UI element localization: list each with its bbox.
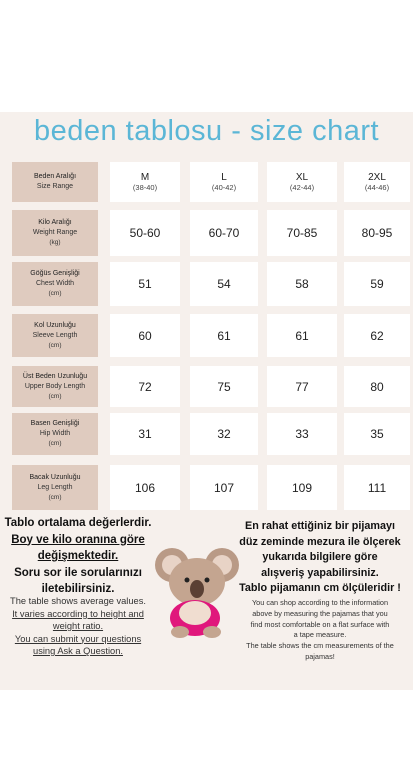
label-line: Kol Uzunluğu xyxy=(34,321,76,329)
label-line: Basen Genişliği xyxy=(30,420,80,427)
value-cell: 61 xyxy=(190,314,258,357)
note-small: pajamas! xyxy=(305,652,335,661)
note-bold: düz zeminde mezura ile ölçerek xyxy=(239,535,401,548)
label-line: (kg) xyxy=(49,239,61,246)
label-line: Kilo Aralığı xyxy=(38,219,72,226)
note-bold: yukarıda bilgilere göre xyxy=(262,551,378,563)
note-bold: Tablo pijamanın cm ölçüleridir ! xyxy=(239,582,401,594)
value-cell: 54 xyxy=(190,262,258,306)
size-range: (44-46) xyxy=(364,183,390,192)
label-line: (cm) xyxy=(48,341,62,349)
value-cell: 61 xyxy=(267,314,337,357)
row-label: Kilo Aralığı Weight Range (kg) xyxy=(12,210,98,256)
row-label: Kol Uzunluğu Sleeve Length (cm) xyxy=(12,314,98,357)
value-cell: 107 xyxy=(190,465,258,510)
label-line: Upper Body Length xyxy=(24,382,86,390)
label-line: Hip Width xyxy=(39,430,71,437)
row-label: Bacak Uzunluğu Leg Length (cm) xyxy=(12,465,98,510)
note-small: find most comfortable on a flat surface … xyxy=(250,619,390,629)
value-cell: 75 xyxy=(190,366,258,407)
size-name: 2XL xyxy=(368,172,386,183)
size-header: M (38-40) xyxy=(110,162,180,202)
size-header: 2XL (44-46) xyxy=(344,162,410,202)
label-line: Sleeve Length xyxy=(32,331,78,339)
size-name: XL xyxy=(295,172,309,183)
value-cell: 106 xyxy=(110,465,180,510)
note-bold: alışveriş yapabilirsiniz. xyxy=(261,566,379,579)
note-bold: Soru sor ile sorularınızı xyxy=(14,566,142,579)
note-bold: değişmektedir. xyxy=(37,550,119,562)
size-header: XL (42-44) xyxy=(267,162,337,202)
label-line: Size Range xyxy=(36,183,74,190)
note-small: You can submit your questions xyxy=(14,633,142,644)
note-small: a tape measure. xyxy=(293,630,347,640)
label-line: Chest Width xyxy=(35,280,75,287)
value-cell: 60-70 xyxy=(190,210,258,256)
note-small: The table shows average values. xyxy=(10,596,146,606)
label-line: Beden Aralığı xyxy=(33,173,77,180)
value-cell: 80-95 xyxy=(344,210,410,256)
value-cell: 35 xyxy=(344,413,410,455)
value-cell: 31 xyxy=(110,413,180,455)
label-line: Üst Beden Uzunluğu xyxy=(22,372,88,380)
row-label: Basen Genişliği Hip Width (cm) xyxy=(12,413,98,455)
label-line: Weight Range xyxy=(32,229,78,236)
value-cell: 109 xyxy=(267,465,337,510)
note-bold: Boy ve kilo oranına göre xyxy=(11,533,145,546)
size-name: M xyxy=(140,172,150,183)
note-small: It varies according to height and xyxy=(12,608,144,619)
value-cell: 111 xyxy=(344,465,410,510)
value-cell: 51 xyxy=(110,262,180,306)
note-small: You can shop according to the informatio… xyxy=(251,598,389,607)
note-small: weight ratio. xyxy=(52,621,104,631)
size-range: (40-42) xyxy=(211,183,237,192)
size-range-label: Beden Aralığı Size Range xyxy=(12,162,98,202)
koala-illustration xyxy=(155,548,239,638)
note-bold: En rahat ettiğiniz bir pijamayı xyxy=(245,520,395,532)
value-cell: 32 xyxy=(190,413,258,455)
label-line: Bacak Uzunluğu xyxy=(29,473,81,481)
value-cell: 59 xyxy=(344,262,410,306)
value-cell: 80 xyxy=(344,366,410,407)
note-small: above by measuring the pajamas that you xyxy=(252,608,388,618)
size-name: L xyxy=(221,172,227,183)
note-small: The table shows the cm measurements of t… xyxy=(246,641,394,651)
title: beden tablosu - size chart xyxy=(33,115,380,147)
size-range: (42-44) xyxy=(289,183,315,192)
value-cell: 62 xyxy=(344,314,410,357)
note-small: using Ask a Question. xyxy=(33,646,123,656)
label-line: (cm) xyxy=(48,392,62,400)
value-cell: 60 xyxy=(110,314,180,357)
label-line: (cm) xyxy=(48,290,62,297)
label-line: Leg Length xyxy=(37,483,73,491)
row-label: Üst Beden Uzunluğu Upper Body Length (cm) xyxy=(12,366,98,407)
label-line: (cm) xyxy=(48,440,62,447)
value-cell: 33 xyxy=(267,413,337,455)
row-label: Göğüs Genişliği Chest Width (cm) xyxy=(12,262,98,306)
value-cell: 72 xyxy=(110,366,180,407)
note-bold: iletebilirsiniz. xyxy=(41,583,115,595)
size-header: L (40-42) xyxy=(190,162,258,202)
value-cell: 50-60 xyxy=(110,210,180,256)
value-cell: 58 xyxy=(267,262,337,306)
label-line: (cm) xyxy=(48,493,62,501)
label-line: Göğüs Genişliği xyxy=(30,270,80,277)
value-cell: 70-85 xyxy=(267,210,337,256)
value-cell: 77 xyxy=(267,366,337,407)
note-bold: Tablo ortalama değerlerdir. xyxy=(4,517,152,529)
size-range: (38-40) xyxy=(132,183,158,192)
